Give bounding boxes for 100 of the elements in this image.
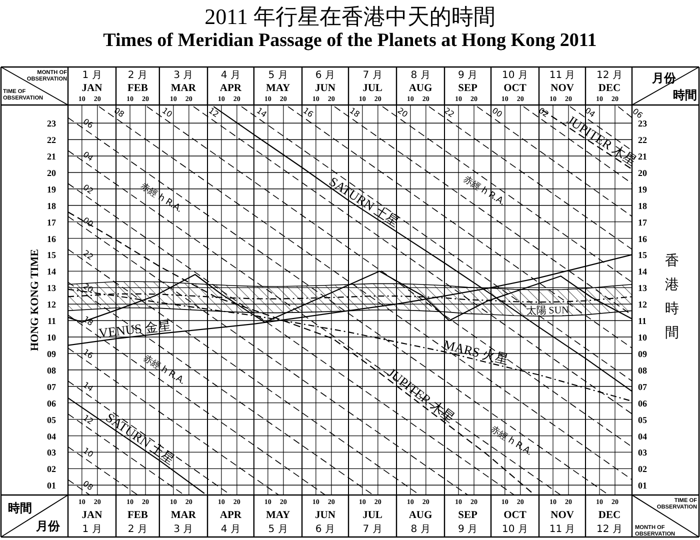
y-tick-label: 15 (47, 250, 56, 260)
text: OCT (504, 510, 526, 521)
y-axis-title: HONG KONG TIME (29, 249, 41, 351)
y-tick-label: 14 (47, 266, 56, 277)
text: 11 月 (549, 524, 576, 535)
text: 時間 (673, 88, 697, 102)
y2-tick-label: 16 (638, 234, 648, 244)
y2-tick-label: 20 (638, 168, 648, 178)
y2-tick-label: 13 (638, 283, 648, 294)
text: 12 月 (596, 70, 622, 81)
text: 4 月 (220, 70, 240, 81)
y2-tick-label: 04 (638, 431, 648, 442)
text: 16 (301, 106, 315, 120)
y2-tick-label: 06 (638, 398, 648, 408)
text: 3 月 (174, 524, 194, 535)
y2-tick-label: 15 (638, 250, 648, 260)
y-tick-label: 09 (47, 349, 56, 359)
text: 06 (630, 106, 644, 120)
text: AUG (408, 510, 432, 521)
text: DEC (598, 510, 621, 521)
text: MAY (266, 510, 290, 521)
text: FEB (127, 83, 148, 94)
text: 8 月 (410, 70, 430, 81)
text: 18 (348, 106, 362, 120)
y2-tick-label: 10 (638, 332, 648, 342)
text: MAR (170, 510, 196, 521)
text: 4 月 (220, 524, 240, 535)
text: 2 月 (128, 524, 148, 535)
y2-tick-label: 17 (638, 217, 648, 228)
text: NOV (550, 83, 574, 94)
y-tick-label: 06 (47, 398, 56, 408)
y2-tick-label: 22 (638, 135, 648, 146)
y2-axis-title: 香港時間 (665, 253, 679, 341)
y2-tick-label: 18 (638, 200, 648, 211)
text: 6 月 (315, 524, 335, 535)
text: 9 月 (458, 70, 478, 81)
y2-tick-label: 07 (638, 382, 648, 392)
y2-tick-label: 09 (638, 349, 648, 359)
text: APR (220, 510, 242, 521)
text: 14 (254, 106, 268, 120)
y-tick-label: 19 (47, 184, 56, 194)
y2-tick-label: 08 (638, 365, 648, 376)
text: SEP (458, 83, 478, 94)
y-tick-label: 18 (47, 200, 56, 211)
y-tick-label: 22 (47, 135, 56, 146)
y-tick-label: 01 (47, 480, 56, 491)
y-tick-label: 11 (47, 316, 56, 326)
y-tick-label: 03 (47, 448, 56, 458)
y-tick-label: 05 (47, 414, 56, 425)
chart-subtitle: Times of Meridian Passage of the Planets at Hong Kong 2011 (103, 30, 597, 51)
y-tick-label: 04 (47, 431, 56, 442)
text: 10 月 (502, 70, 528, 81)
text: 12 月 (596, 524, 622, 535)
y-tick-label: 17 (47, 217, 56, 228)
y2-tick-label: 14 (638, 266, 648, 277)
text: 1 月 (82, 70, 102, 81)
text: NOV (550, 510, 574, 521)
text: 04 (583, 106, 597, 120)
text: 7 月 (362, 524, 382, 535)
y2-tick-label: 19 (638, 184, 648, 194)
text: 5 月 (268, 70, 288, 81)
text: 16 (81, 347, 95, 361)
text: APR (220, 83, 242, 94)
y-tick-label: 12 (47, 300, 56, 310)
y2-tick-label: 21 (638, 152, 648, 162)
text: FEB (127, 510, 148, 521)
y2-tick-label: 23 (638, 118, 648, 129)
text: 00 (490, 106, 504, 120)
y-tick-label: 20 (47, 168, 56, 178)
y2-tick-label: 02 (638, 464, 648, 474)
text: 9 月 (458, 524, 478, 535)
text: 02 (536, 106, 550, 120)
y-tick-label: 08 (47, 365, 56, 376)
y2-tick-label: 12 (638, 300, 648, 310)
text: JUL (362, 510, 382, 521)
y-tick-label: 07 (47, 382, 56, 392)
text: 04 (81, 150, 95, 164)
text: 8 月 (410, 524, 430, 535)
y-tick-label: 10 (47, 332, 56, 342)
y-tick-label: 02 (47, 464, 56, 474)
text: 11 月 (549, 70, 576, 81)
chart-title: 2011 年行星在香港中天的時間 (204, 4, 496, 29)
text: MAY (266, 83, 290, 94)
text: 月份 (652, 71, 676, 85)
text: OCT (504, 83, 526, 94)
text: MAR (170, 83, 196, 94)
y-tick-label: 23 (47, 118, 56, 129)
text: 時間 (8, 501, 32, 515)
text: 2 月 (128, 70, 148, 81)
text: 7 月 (362, 70, 382, 81)
text: SEP (458, 510, 478, 521)
y2-tick-label: 05 (638, 414, 648, 425)
text: DEC (598, 83, 621, 94)
text: 5 月 (268, 524, 288, 535)
text: 月份 (35, 519, 61, 533)
text: 12 (206, 106, 220, 120)
text: AUG (408, 83, 432, 94)
y2-tick-label: 11 (638, 316, 648, 326)
text: JAN (82, 510, 102, 521)
y2-tick-label: 01 (638, 480, 648, 491)
